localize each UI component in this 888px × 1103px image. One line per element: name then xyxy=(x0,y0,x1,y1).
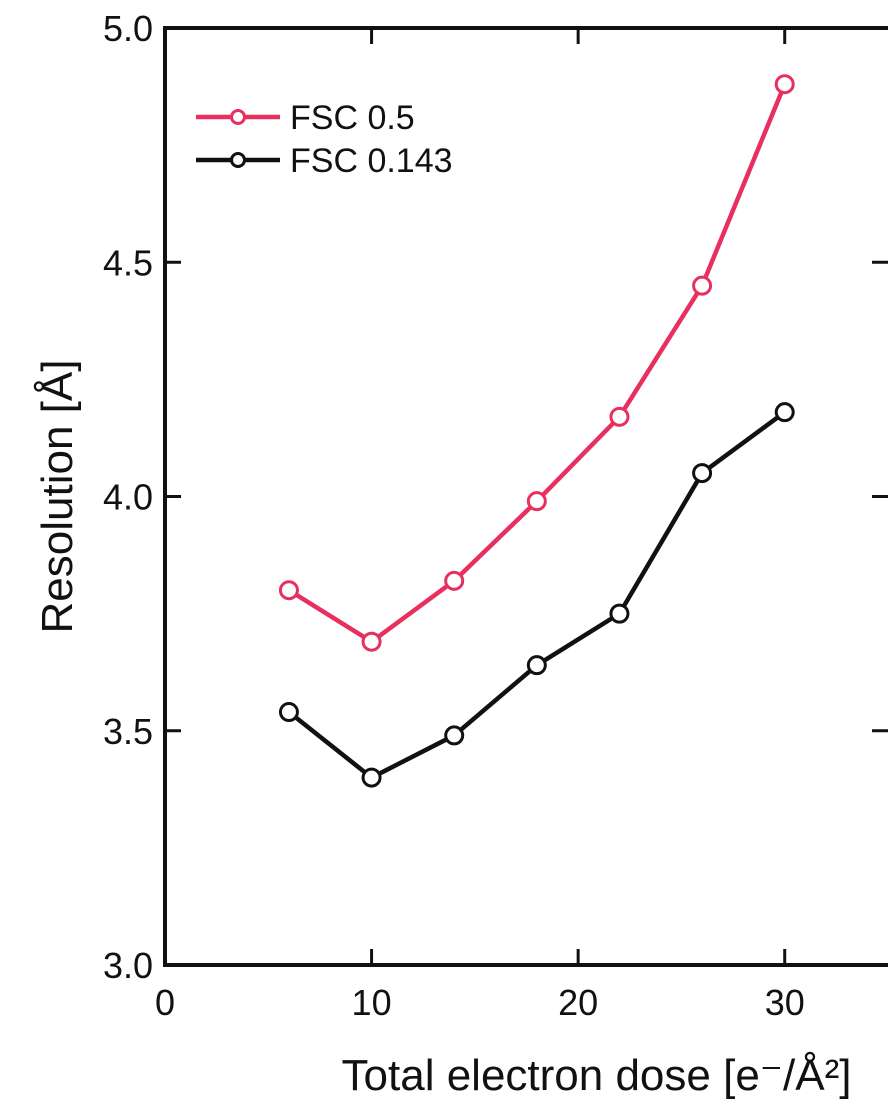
x-tick-label: 10 xyxy=(352,982,392,1023)
data-point xyxy=(278,580,299,601)
legend-item: FSC 0.5 xyxy=(196,99,415,137)
axis-ticks: 3.0 3.5 4.0 4.5 5.0 0 10 20 30 xyxy=(103,8,888,1023)
data-point xyxy=(692,275,713,296)
data-point xyxy=(609,603,630,624)
series-fsc-0-5 xyxy=(278,74,795,652)
data-point xyxy=(361,767,382,788)
y-axis-title: Resolution [Å] xyxy=(33,360,82,634)
x-tick-label: 30 xyxy=(765,982,805,1023)
legend-swatch-marker xyxy=(230,152,246,168)
data-series xyxy=(278,74,795,788)
y-tick-label: 4.5 xyxy=(103,242,153,283)
axis-labels: Total electron dose [e⁻/Å²] Resolution [Å… xyxy=(33,360,851,1100)
data-point xyxy=(692,463,713,484)
data-point xyxy=(774,74,795,95)
data-point xyxy=(526,655,547,676)
y-tick-label: 3.0 xyxy=(103,945,153,986)
x-axis-title: Total electron dose [e⁻/Å²] xyxy=(342,1051,852,1100)
y-tick-label: 4.0 xyxy=(103,477,153,518)
data-point xyxy=(444,570,465,591)
data-point xyxy=(609,406,630,427)
data-point xyxy=(361,631,382,652)
legend: FSC 0.5 FSC 0.143 xyxy=(196,99,453,180)
y-tick-label: 5.0 xyxy=(103,8,153,49)
data-point xyxy=(526,491,547,512)
legend-label: FSC 0.143 xyxy=(290,142,453,180)
data-point xyxy=(774,402,795,423)
x-tick-label: 20 xyxy=(558,982,598,1023)
legend-label: FSC 0.5 xyxy=(290,99,415,137)
legend-item: FSC 0.143 xyxy=(196,142,453,180)
plot-frame xyxy=(163,26,888,967)
data-point xyxy=(444,725,465,746)
legend-swatch-marker xyxy=(230,109,246,125)
series-line xyxy=(287,410,787,780)
series-fsc-0-143 xyxy=(278,402,795,788)
y-tick-label: 3.5 xyxy=(103,711,153,752)
x-tick-label: 0 xyxy=(155,982,175,1023)
data-point xyxy=(278,702,299,723)
